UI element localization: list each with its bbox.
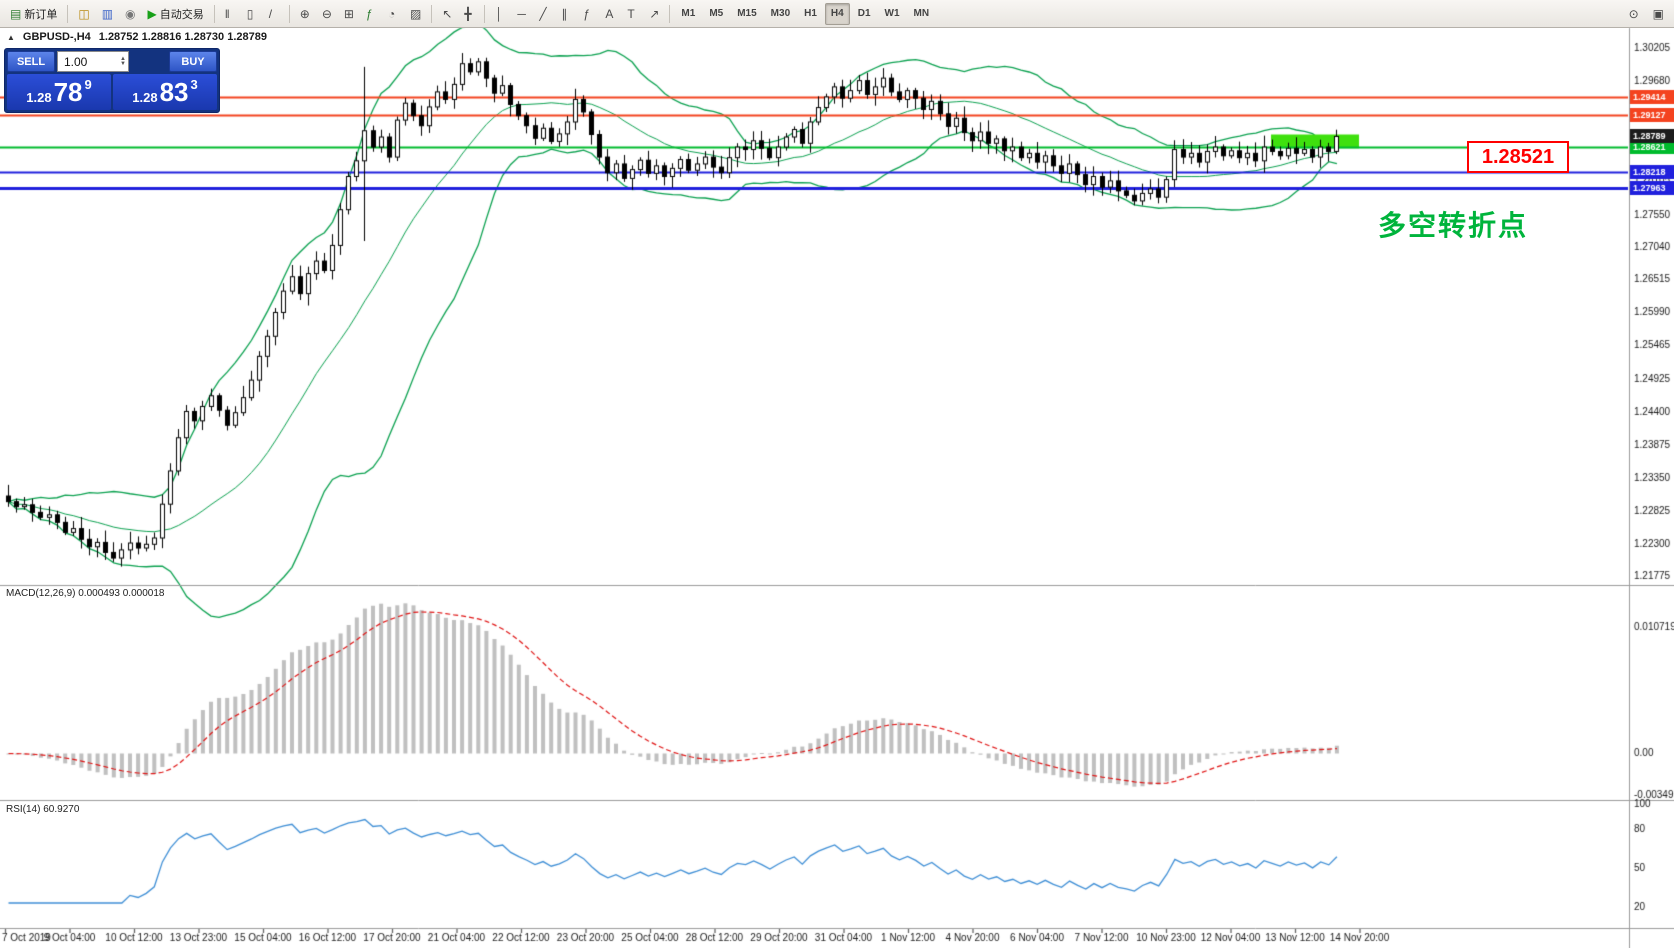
new-order-button-label: 新订单: [24, 8, 58, 21]
bar-chart-mode-icon: ‖: [224, 6, 230, 21]
indicators-button[interactable]: ƒ: [361, 3, 381, 25]
buy-button[interactable]: BUY: [169, 51, 217, 72]
symbol-line: ▲ GBPUSD-,H4 1.28752 1.28816 1.28730 1.2…: [7, 31, 267, 43]
trade-panel-price-row: 1.28 78 9 1.28 83 3: [7, 74, 217, 110]
channel-button[interactable]: ∥: [556, 3, 576, 25]
ohlc-values: 1.28752 1.28816 1.28730 1.28789: [98, 31, 267, 43]
line-chart-mode-icon: /: [268, 6, 273, 21]
new-chart-icon: ◫: [78, 6, 90, 21]
volume-value: 1.00: [64, 54, 88, 69]
periods-button[interactable]: ◔: [383, 3, 403, 25]
magnifier-button[interactable]: ⊙: [1624, 3, 1644, 25]
toolbar-separator: [288, 4, 290, 23]
buy-price-pips: 83: [159, 77, 189, 107]
tile-windows-icon: ⊞: [343, 6, 354, 21]
toolbar-separator: [669, 4, 671, 23]
candlestick-mode-icon: ▯: [246, 6, 254, 21]
navigator-button[interactable]: ◉: [120, 3, 140, 25]
autotrading-icon: ▶: [147, 6, 157, 21]
spinner-down-icon[interactable]: ▼: [120, 60, 126, 67]
magnifier-icon: ⊙: [1628, 6, 1639, 21]
new-order-icon: ▤: [10, 6, 22, 21]
trendline-button[interactable]: ╱: [534, 3, 554, 25]
timeframe-mn-button[interactable]: MN: [908, 3, 936, 25]
price-annotation-box: 1.28521: [1467, 141, 1569, 173]
spinner-up-icon[interactable]: ▲: [120, 55, 126, 62]
timeframe-m30-button[interactable]: M30: [765, 3, 796, 25]
fullscreen-icon: ▣: [1652, 6, 1664, 21]
text-button[interactable]: A: [600, 3, 620, 25]
timeframe-m15-button[interactable]: M15: [731, 3, 762, 25]
timeframe-d1-button[interactable]: D1: [852, 3, 877, 25]
toolbar-right-group: ⊙ ▣: [1623, 3, 1670, 25]
zoom-in-icon: ⊕: [299, 6, 310, 21]
arrows-icon: ↗: [649, 6, 660, 21]
autotrading-button[interactable]: ▶ 自动交易: [143, 3, 209, 25]
label-button[interactable]: T: [622, 3, 642, 25]
bar-chart-mode-button[interactable]: ‖: [220, 3, 240, 25]
toolbar-separator: [213, 4, 215, 23]
horizontal-line-button[interactable]: ─: [512, 3, 532, 25]
new-chart-button[interactable]: ◫: [73, 3, 94, 25]
volume-input[interactable]: 1.00 ▲ ▼: [57, 51, 129, 72]
cursor-button[interactable]: ↖: [437, 3, 457, 25]
trade-panel-top-row: SELL 1.00 ▲ ▼ BUY: [7, 51, 217, 72]
periods-icon: ◔: [387, 6, 396, 21]
buy-price-point: 3: [190, 77, 198, 92]
line-chart-mode-button[interactable]: /: [264, 3, 284, 25]
turning-point-annotation: 多空转折点: [1378, 210, 1529, 241]
toolbar-separator: [67, 4, 69, 23]
market-watch-icon: ▥: [101, 6, 114, 21]
buy-price-prefix: 1.28: [132, 90, 158, 105]
indicators-icon: ƒ: [365, 6, 373, 21]
fibonacci-button[interactable]: ƒ: [578, 3, 598, 25]
label-icon: T: [627, 6, 635, 21]
tile-windows-button[interactable]: ⊞: [339, 3, 359, 25]
rsi-panel-label: RSI(14) 60.9270: [6, 804, 80, 815]
autotrading-button-label: 自动交易: [159, 8, 204, 21]
sell-button[interactable]: SELL: [7, 51, 55, 72]
zoom-out-icon: ⊖: [321, 6, 332, 21]
toolbar: ▤ 新订单 ◫ ▥ ◉ ▶ 自动交易 ‖ ▯ / ⊕ ⊖ ⊞ ƒ ◔ ▨ ↖ ╋ │ ─ ╱ ∥ ƒ A T ↗ M1 M5 M15 M3…: [0, 0, 1674, 28]
crosshair-button[interactable]: ╋: [459, 3, 479, 25]
templates-icon: ▨: [409, 6, 422, 21]
sell-price-point: 9: [84, 77, 92, 92]
symbol-title: GBPUSD-,H4: [22, 31, 91, 43]
navigator-icon: ◉: [125, 6, 136, 21]
crosshair-icon: ╋: [464, 6, 472, 21]
vertical-line-icon: │: [495, 6, 503, 21]
volume-spinner[interactable]: ▲ ▼: [120, 55, 126, 67]
macd-panel-label: MACD(12,26,9) 0.000493 0.000018: [6, 588, 165, 599]
one-click-trading-panel: SELL 1.00 ▲ ▼ BUY 1.28 78 9 1.28 83 3: [4, 48, 220, 113]
sell-price-prefix: 1.28: [26, 90, 52, 105]
zoom-in-button[interactable]: ⊕: [295, 3, 315, 25]
fullscreen-button[interactable]: ▣: [1648, 3, 1669, 25]
zoom-out-button[interactable]: ⊖: [317, 3, 337, 25]
trendline-icon: ╱: [539, 6, 547, 21]
buy-price[interactable]: 1.28 83 3: [113, 74, 217, 110]
toolbar-separator: [431, 4, 433, 23]
market-watch-button[interactable]: ▥: [97, 3, 118, 25]
fibonacci-icon: ƒ: [583, 6, 591, 21]
cursor-icon: ↖: [442, 6, 453, 21]
sell-price[interactable]: 1.28 78 9: [7, 74, 111, 110]
channel-icon: ∥: [561, 6, 568, 21]
vertical-line-button[interactable]: │: [490, 3, 510, 25]
timeframe-h1-button[interactable]: H1: [798, 3, 823, 25]
horizontal-line-icon: ─: [517, 6, 526, 21]
timeframe-w1-button[interactable]: W1: [879, 3, 906, 25]
new-order-button[interactable]: ▤ 新订单: [5, 3, 62, 25]
templates-button[interactable]: ▨: [405, 3, 426, 25]
text-icon: A: [605, 6, 614, 21]
sell-price-pips: 78: [53, 77, 83, 107]
candlestick-mode-button[interactable]: ▯: [242, 3, 262, 25]
one-click-toggle-icon[interactable]: ▲: [7, 32, 15, 42]
timeframe-m1-button[interactable]: M1: [675, 3, 701, 25]
timeframe-h4-button[interactable]: H4: [824, 2, 850, 25]
timeframe-m5-button[interactable]: M5: [703, 3, 729, 25]
arrows-button[interactable]: ↗: [644, 3, 664, 25]
toolbar-separator: [484, 4, 486, 23]
